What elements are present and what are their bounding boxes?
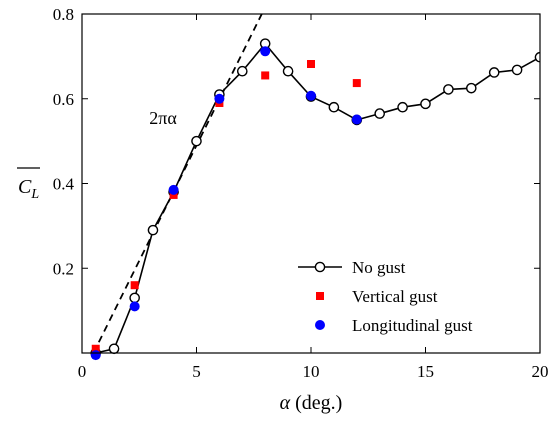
y-tick-label: 0.8: [53, 5, 74, 24]
y-tick-label: 0.4: [53, 175, 75, 194]
legend: No gust Vertical gust Longitudinal gust: [298, 258, 473, 335]
x-tick-label: 20: [532, 362, 549, 381]
longitudinal-gust-point: [260, 46, 271, 57]
no-gust-point: [465, 82, 477, 94]
no-gust-point: [236, 65, 248, 77]
no-gust-point: [108, 343, 120, 355]
slope-reference-line: [92, 14, 263, 354]
no-gust-point: [374, 108, 386, 119]
vertical-gust-point: [169, 190, 178, 199]
longitudinal-gust-point: [214, 93, 225, 104]
legend-vertical-gust-marker: [316, 292, 324, 300]
no-gust-point: [511, 64, 523, 76]
plot-area: [90, 14, 540, 361]
no-gust-point: [488, 67, 500, 78]
longitudinal-gust-point: [306, 90, 316, 101]
vertical-gust-point: [352, 79, 361, 88]
x-tick-label: 10: [303, 362, 320, 381]
no-gust-point: [282, 65, 294, 77]
vertical-gust-point: [307, 60, 315, 69]
longitudinal-gust-point: [129, 301, 140, 312]
x-axis-title-symbol: α: [280, 392, 291, 414]
no-gust-point: [397, 101, 408, 113]
legend-label: No gust: [352, 258, 406, 277]
y-axis-title-main: C: [18, 176, 32, 198]
x-axis-title: α (deg.): [280, 392, 343, 414]
no-gust-point: [191, 135, 202, 147]
slope-annotation: 2πα: [149, 108, 177, 128]
x-tick-label: 15: [417, 362, 434, 381]
no-gust-point: [443, 84, 454, 95]
x-tick-label: 5: [192, 362, 201, 381]
axis-ticks: 0 5 10 15 20 0.2 0.4 0.6 0.8: [53, 5, 549, 381]
vertical-gust-point: [261, 71, 270, 80]
legend-no-gust-marker: [314, 261, 326, 273]
longitudinal-gust-point: [351, 114, 362, 125]
x-tick-label: 0: [78, 362, 87, 381]
no-gust-point: [420, 98, 431, 110]
y-tick-label: 0.6: [53, 90, 74, 109]
legend-longitudinal-gust-marker: [315, 320, 325, 330]
legend-label: Longitudinal gust: [352, 316, 473, 335]
y-axis-title-text: CL: [18, 176, 39, 202]
y-tick-label: 0.2: [53, 259, 74, 278]
no-gust-point: [147, 224, 159, 236]
y-axis-title-sub: L: [30, 187, 39, 202]
y-axis-title: CL: [17, 167, 40, 202]
longitudinal-gust-point: [90, 350, 101, 361]
no-gust-point: [129, 292, 140, 304]
vertical-gust-point: [91, 344, 100, 353]
no-gust-point: [534, 51, 540, 63]
longitudinal-gust-point: [168, 184, 179, 195]
x-axis-title-unit: (deg.): [290, 392, 342, 414]
vertical-gust-point: [130, 281, 139, 290]
legend-label: Vertical gust: [352, 287, 438, 306]
no-gust-point: [328, 101, 340, 113]
